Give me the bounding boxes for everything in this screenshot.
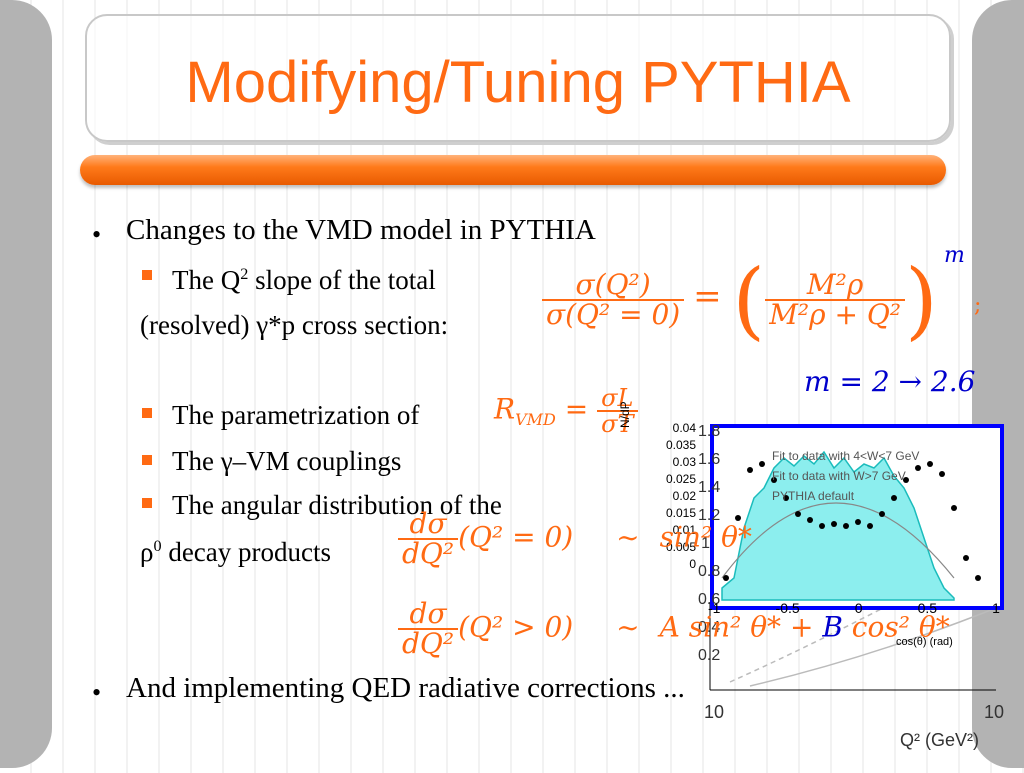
exponent-m: m <box>944 243 965 268</box>
inner-x-title: cos(θ) (rad) <box>896 636 953 648</box>
sub-bullet-continuation: ρ0 decay products <box>140 537 332 567</box>
plot-legend: Fit to data with 4<W<7 GeV Fit to data w… <box>772 449 920 503</box>
equation-separator: ; <box>974 293 982 318</box>
sub-bullet-marker <box>142 270 152 280</box>
right-side-bar <box>972 0 1024 768</box>
sub-bullet-continuation: (resolved) γ*p cross section: <box>140 310 449 340</box>
fit-curve <box>721 502 955 579</box>
inner-y-ticks: 0.04 0.035 0.03 0.025 0.02 0.015 0.01 0.005 0 <box>665 421 696 571</box>
angular-equation-q-positive: dσ dQ² (Q² > 0) ∼ A sin² θ* + B cos² θ* <box>398 600 950 658</box>
inner-plot-svg <box>721 450 981 601</box>
angular-equation-q0: dσ dQ² (Q² = 0) ∼ sin² θ* <box>398 510 752 568</box>
sub-bullet-marker <box>142 455 152 465</box>
embedded-plot: Fit to data with 4<W<7 GeV Fit to data w… <box>600 401 1004 768</box>
inner-y-title: N/dP <box>618 401 632 428</box>
bullet-dot: • <box>92 678 102 707</box>
outer-solid-curve <box>749 607 997 687</box>
sub-bullet-text: The parametrization of <box>172 400 420 430</box>
sub-bullet-text: The γ–VM couplings <box>172 446 402 476</box>
slide-title: Modifying/Tuning PYTHIA <box>185 50 851 115</box>
data-points <box>723 461 981 581</box>
bullet-text: And implementing QED radiative correctio… <box>126 672 685 704</box>
title-box: Modifying/Tuning PYTHIA <box>85 14 951 142</box>
bullet-text: Changes to the VMD model in PYTHIA <box>126 214 596 246</box>
sub-bullet-text: The angular distribution of the <box>172 490 502 520</box>
sub-bullet-marker <box>142 498 152 508</box>
cross-section-equation: σ(Q²) σ(Q² = 0) = (M²ρ M²ρ + Q²) <box>542 258 938 342</box>
m-change-equation: m = 2 → 2.6 <box>804 365 976 398</box>
sub-bullet-text: The Q2 slope of the total <box>172 265 436 295</box>
sub-bullet-marker <box>142 408 152 418</box>
bullet-dot: • <box>92 220 102 249</box>
histogram <box>721 450 955 601</box>
left-side-bar <box>0 0 52 768</box>
outer-x-ticks: 10 10 <box>704 702 1004 722</box>
rvmd-equation: RVMD = σL σT <box>494 386 638 436</box>
inner-plot-frame: Fit to data with 4<W<7 GeV Fit to data w… <box>710 424 1004 610</box>
title-underline-bar <box>80 155 946 185</box>
inner-x-ticks: -1 -0.5 0 0.5 1 <box>708 600 1000 616</box>
outer-x-title: Q² (GeV²) <box>900 730 979 750</box>
